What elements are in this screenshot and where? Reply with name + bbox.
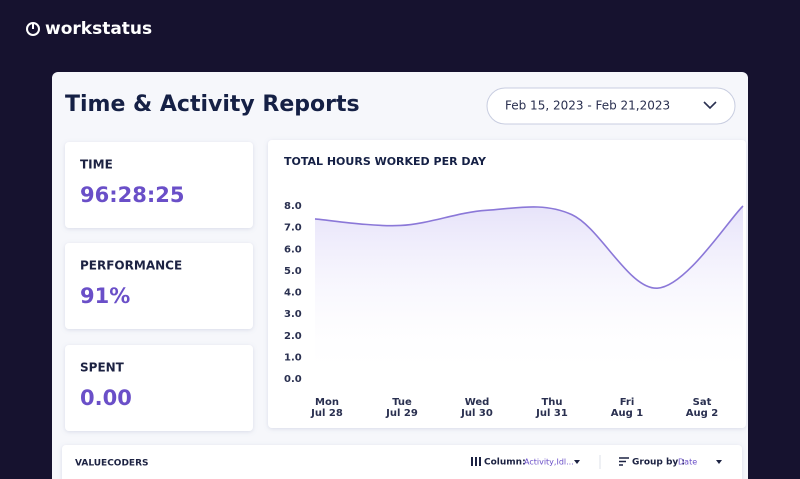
x-tick-date: Jul 29 [385, 408, 418, 419]
chevron[interactable] [703, 101, 717, 110]
y-tick-label: 3.0 [284, 309, 302, 320]
table-title: VALUECODERS [75, 459, 148, 469]
page-title: Time & Activity Reports [65, 92, 360, 117]
x-tick-label: Fri [620, 397, 635, 408]
x-tick-label: Wed [465, 397, 490, 408]
y-tick-label: 5.0 [284, 266, 302, 277]
date-dropdown-box[interactable] [486, 87, 736, 125]
line [314, 205, 744, 289]
date-dropdown[interactable]: Feb 15, 2023 - Feb 21,2023 [486, 87, 736, 125]
table-panel [62, 445, 742, 479]
x-tick-date: Aug 2 [686, 408, 718, 419]
stat-value: 91% [80, 284, 130, 308]
y-tick-label: 1.0 [284, 352, 302, 363]
y-tick-label: 4.0 [284, 288, 302, 299]
stat-label: TIME [80, 158, 113, 172]
column-value[interactable]: Activity,Idl... [524, 458, 574, 467]
stat-card [65, 142, 253, 228]
y-tick-label: 6.0 [284, 244, 302, 255]
group-value[interactable]: Date [678, 458, 697, 467]
x-tick-label: Thu [541, 397, 562, 408]
y-tick-label: 0.0 [284, 374, 302, 385]
stat-value: 96:28:25 [80, 183, 184, 207]
logo-icon [26, 22, 40, 36]
column-selector[interactable]: Column: Activity,Idl... [471, 457, 580, 468]
date-range[interactable]: Feb 15, 2023 - Feb 21,2023 [505, 99, 670, 113]
x-tick-label: Tue [392, 397, 412, 408]
y-tick-label: 7.0 [284, 223, 302, 234]
column-icon [479, 457, 481, 466]
stat-card [65, 345, 253, 431]
stat-card [65, 243, 253, 329]
x-tick-label: Sat [693, 397, 712, 408]
group-label[interactable]: Group by : [632, 458, 685, 468]
stat-label: PERFORMANCE [80, 259, 182, 273]
stat-label: SPENT [80, 361, 125, 375]
chart-title: TOTAL HOURS WORKED PER DAY [284, 155, 487, 168]
caret[interactable] [574, 460, 580, 464]
logo-text: workstatus [45, 19, 152, 39]
y-tick-label: 8.0 [284, 201, 302, 212]
x-tick-date: Jul 28 [310, 408, 343, 419]
column-icon [471, 457, 473, 466]
logo: workstatus [26, 19, 152, 39]
stat-value: 0.00 [80, 386, 132, 410]
x-tick-date: Aug 1 [611, 408, 643, 419]
area [315, 206, 743, 379]
x-tick-date: Jul 31 [535, 408, 568, 419]
x-tick-date: Jul 30 [460, 408, 493, 419]
x-tick-label: Mon [315, 397, 339, 408]
column-label[interactable]: Column: [484, 458, 526, 468]
y-tick-label: 2.0 [284, 331, 302, 342]
column-icon [475, 457, 477, 466]
caret[interactable] [716, 460, 722, 464]
group-selector[interactable]: Group by : Date [619, 457, 722, 468]
